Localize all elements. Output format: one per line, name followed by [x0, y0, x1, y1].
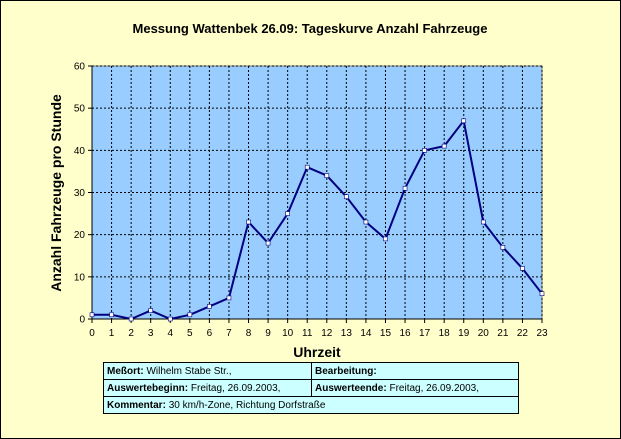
data-point [500, 245, 506, 250]
x-tick-label: 20 [478, 328, 490, 339]
data-point [422, 148, 427, 153]
data-point [304, 164, 310, 170]
data-point [363, 219, 369, 225]
ende-label: Auswerteende: [315, 382, 387, 394]
bearbeitung-cell: Bearbeitung: [311, 362, 519, 380]
y-tick-label: 20 [74, 230, 86, 241]
y-axis-title: Anzahl Fahrzeuge pro Stunde [48, 94, 64, 292]
info-row: Kommentar: 30 km/h-Zone, Richtung Dorfst… [103, 396, 519, 414]
x-tick-label: 21 [497, 328, 509, 339]
data-point [128, 316, 134, 322]
data-point [344, 194, 349, 200]
y-tick-label: 60 [74, 62, 86, 73]
data-point [207, 304, 212, 309]
data-point [187, 312, 193, 318]
x-tick-label: 8 [246, 328, 252, 339]
data-point [461, 118, 467, 124]
x-tick-label: 2 [128, 328, 134, 339]
data-point [148, 308, 153, 313]
data-point [324, 173, 330, 178]
x-axis-title: Uhrzeit [293, 344, 341, 360]
kommentar-cell: Kommentar: 30 km/h-Zone, Richtung Dorfst… [103, 396, 519, 414]
data-point [539, 291, 545, 297]
x-tick-label: 6 [207, 328, 213, 339]
y-tick-label: 0 [79, 315, 85, 326]
series-line [92, 119, 543, 320]
data-point [89, 312, 95, 318]
x-tick-label: 22 [517, 328, 529, 339]
data-point [441, 143, 447, 149]
x-tick-label: 7 [226, 328, 232, 339]
x-tick-label: 10 [282, 328, 294, 339]
x-tick-label: 3 [148, 328, 154, 339]
info-table: Meßort: Wilhelm Stabe Str., Bearbeitung:… [103, 362, 519, 414]
x-tick-label: 18 [439, 328, 451, 339]
data-point [402, 185, 408, 191]
info-row: Auswertebeginn: Freitag, 26.09.2003, Aus… [103, 379, 519, 397]
beginn-cell: Auswertebeginn: Freitag, 26.09.2003, [103, 379, 312, 397]
beginn-label: Auswertebeginn: [107, 382, 189, 394]
x-tick-label: 19 [458, 328, 470, 339]
x-tick-label: 12 [321, 328, 333, 339]
data-point [246, 219, 251, 225]
messort-cell: Meßort: Wilhelm Stabe Str., [103, 362, 312, 380]
data-point [383, 236, 388, 242]
x-tick-label: 0 [89, 328, 95, 339]
x-tick-label: 11 [302, 328, 313, 339]
data-point [265, 240, 271, 246]
x-tick-label: 14 [360, 328, 372, 339]
x-tick-label: 4 [167, 328, 173, 339]
x-tick-label: 23 [536, 328, 548, 339]
kommentar-value: 30 km/h-Zone, Richtung Dorfstraße [168, 399, 326, 411]
bearbeitung-label: Bearbeitung: [315, 365, 377, 377]
y-tick-label: 40 [74, 146, 86, 157]
data-point [481, 219, 486, 225]
y-tick-label: 30 [74, 188, 86, 199]
x-tick-label: 13 [341, 328, 353, 339]
y-tick-label: 10 [74, 272, 86, 283]
chart-title: Messung Wattenbek 26.09: Tageskurve Anza… [133, 21, 488, 36]
info-row: Meßort: Wilhelm Stabe Str., Bearbeitung: [103, 362, 519, 380]
ende-cell: Auswerteende: Freitag, 26.09.2003, [311, 379, 519, 397]
messort-value: Wilhelm Stabe Str., [146, 365, 232, 377]
x-tick-label: 1 [109, 328, 115, 339]
data-point [285, 211, 290, 216]
x-tick-label: 17 [419, 328, 431, 339]
beginn-value: Freitag, 26.09.2003, [190, 382, 281, 394]
data-point [109, 312, 114, 318]
data-point [226, 295, 232, 301]
ende-value: Freitag, 26.09.2003, [389, 382, 479, 394]
data-point [167, 316, 173, 322]
x-tick-label: 16 [399, 328, 411, 339]
kommentar-label: Kommentar: [107, 399, 166, 411]
x-tick-label: 5 [187, 328, 193, 339]
x-tick-label: 15 [380, 328, 392, 339]
y-tick-label: 50 [74, 104, 86, 115]
messort-label: Meßort: [107, 365, 144, 377]
x-tick-label: 9 [265, 328, 271, 339]
data-point [520, 266, 525, 271]
